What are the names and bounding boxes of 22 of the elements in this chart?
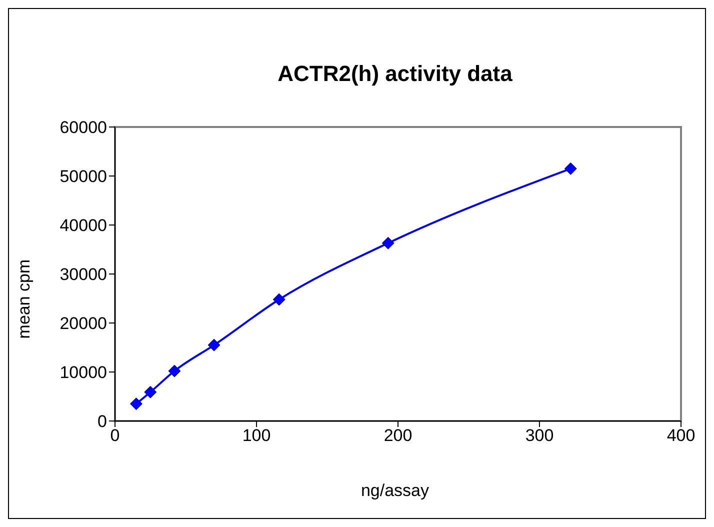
y-tick-label: 20000	[60, 314, 107, 334]
point	[168, 364, 181, 378]
point	[130, 398, 142, 410]
y-tick-label: 60000	[60, 118, 107, 138]
x-tick-label: 300	[525, 426, 554, 446]
y-tick-label: 0	[98, 412, 107, 432]
y-tick-label: 40000	[60, 216, 107, 236]
x-tick-label: 400	[666, 426, 696, 446]
point	[144, 386, 157, 398]
x-axis-title: ng/assay	[360, 481, 430, 501]
x-tick-label: 100	[242, 426, 271, 446]
chart-title: ACTR2(h) activity data	[276, 61, 514, 87]
point	[272, 293, 286, 306]
x-tick-label: 0	[110, 426, 120, 446]
point	[382, 236, 394, 250]
x-tick-label: 200	[384, 426, 412, 446]
y-tick-label: 30000	[60, 265, 107, 284]
point	[564, 162, 577, 175]
y-axis-title: mean cpm	[15, 259, 35, 339]
point	[208, 338, 220, 352]
y-tick-label: 10000	[60, 363, 107, 382]
y-tick-label: 50000	[60, 167, 107, 186]
